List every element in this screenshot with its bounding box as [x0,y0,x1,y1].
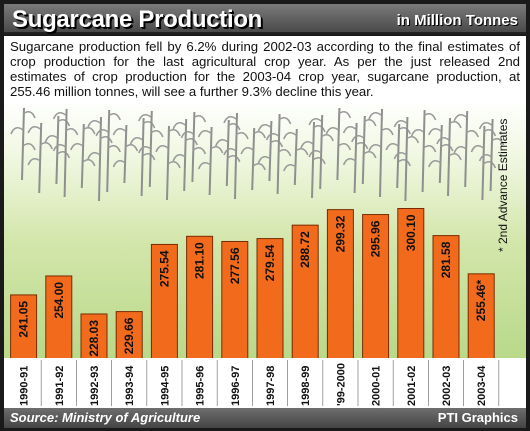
cane-stalk-icon [385,123,411,189]
publisher-credit: PTI Graphics [437,410,518,425]
cane-stalk-icon [223,112,249,200]
cane-stalk-icon [453,110,479,188]
bar-value-label: 254.00 [52,282,66,319]
cane-stalk-icon [10,107,36,181]
x-tick-label: 2001-02 [406,366,418,406]
description-text: Sugarcane production fell by 6.2% during… [4,36,526,100]
bar-value-label: 295.96 [369,220,383,257]
bar-2002-03 [432,235,460,358]
bar-1998-99 [291,224,319,358]
side-note: * 2nd Advance Estimates [496,119,510,252]
category-axis: 1990-91 1991-92 1992-93 1993-94 1994-95 1995-… [4,358,526,408]
cane-stalk-icon [52,108,79,198]
cane-stalk-icon [478,118,505,192]
cane-stalk-icon [44,115,71,185]
bar-value-label: 279.54 [263,244,277,281]
bar-2001-02 [397,207,425,358]
cane-stalk-icon [95,109,121,193]
bar-value-label: 299.32 [333,215,347,252]
x-tick-label: 2003-04 [476,365,488,406]
x-tick-label: 2000-01 [371,366,383,406]
bar-2003-04 [467,273,495,358]
bar-1991-92 [45,275,73,358]
x-tick-label: 1996-97 [230,366,242,406]
cane-stalk-icon [368,108,394,198]
bar-value-label: 281.10 [193,242,207,279]
cane-stalk-icon [240,127,266,191]
cane-stalk-icon [283,128,309,186]
bar-2000-01 [362,214,390,358]
x-tick-label: 1995-96 [195,366,207,406]
sugarcane-illustration [10,107,505,202]
bar-value-label: 241.05 [17,301,31,338]
cane-stalk-icon [155,125,181,201]
bar-value-label: 281.58 [439,241,453,278]
cane-stalk-icon [325,107,352,181]
x-tick-label: 1992-93 [89,366,101,406]
cane-stalk-icon [428,124,454,184]
x-tick-label: 1990-91 [19,366,31,406]
cane-stalk-icon [257,120,284,182]
cane-stalk-icon [180,111,207,183]
cane-stalk-icon [470,125,497,201]
bar-'99-2000 [326,209,354,358]
bar-1993-94 [115,311,143,358]
cane-stalk-icon [265,113,292,195]
header-bar: Sugarcane Production in Million Tonnes [4,4,526,34]
bar-1995-96 [186,235,214,358]
cane-stalk-icon [70,123,96,189]
cane-stalk-icon [393,116,420,202]
source-credit: Source: Ministry of Agriculture [10,410,201,425]
cane-stalk-icon [300,121,326,199]
cane-stalk-icon [138,110,164,188]
x-tick-label: 1998-99 [300,366,312,406]
bar-1990-91 [10,294,38,358]
cane-stalk-icon [410,109,437,193]
chart-title: Sugarcane Production [12,6,263,33]
footer-bar: Source: Ministry of Agriculture PTI Grap… [4,408,526,428]
cane-stalk-icon [436,117,462,197]
plot-area: 241.05 254.00 228.03 229.66 275.54 281.10 277.… [4,100,526,358]
cane-stalk-icon [112,124,139,184]
bar-value-label: 275.54 [157,250,171,287]
bar-chart: 241.05 254.00 228.03 229.66 275.54 281.10 277.… [10,107,505,358]
bar-1992-93 [80,313,108,358]
bar-value-label: 300.10 [404,214,418,251]
x-tick-label: 1993-94 [124,365,136,406]
bar-1997-98 [256,238,284,358]
advance-estimate-note: * 2nd Advance Estimates [496,119,510,252]
cane-stalk-icon [129,117,156,197]
cane-stalk-icon [351,115,377,185]
cane-stalk-icon [197,126,224,196]
bar-value-label: 288.72 [298,231,312,268]
bar-value-label: 228.03 [87,320,101,357]
cane-stalk-icon [172,118,198,192]
cane-stalk-icon [27,122,53,194]
bar-1994-95 [150,243,178,358]
cane-stalk-icon [308,114,334,190]
bar-value-label: 255.46* [474,279,488,321]
x-tick-label: '99-2000 [335,363,347,406]
x-tick-label: 1991-92 [54,366,66,406]
x-tick-label: 1994-95 [159,366,171,406]
cane-stalk-icon [215,119,241,187]
bar-value-label: 277.56 [228,247,242,284]
unit-label: in Million Tonnes [396,12,518,29]
cane-stalk-icon [342,122,369,194]
x-tick-label: 1997-98 [265,366,277,406]
bar-value-label: 229.66 [122,317,136,354]
bar-1996-97 [221,240,249,358]
x-tick-label: 2002-03 [441,366,453,406]
